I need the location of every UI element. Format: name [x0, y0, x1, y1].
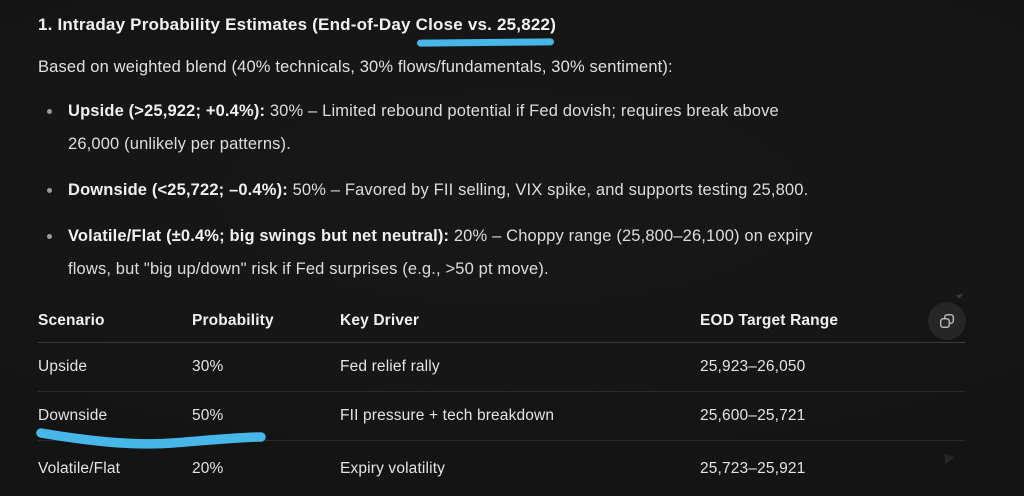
bullet-label: Upside (>25,922; +0.4%): [68, 102, 266, 120]
column-header-probability: Probability [192, 312, 274, 329]
cell-eod-range: 25,723–25,921 [700, 459, 806, 477]
cell-key-driver: FII pressure + tech breakdown [340, 407, 555, 424]
bullet-label: Volatile/Flat (±0.4%; big swings but net… [68, 227, 450, 245]
corner-triangle-artifact [955, 290, 964, 299]
bullet-dot-icon [47, 188, 52, 193]
copy-table-button[interactable] [928, 302, 966, 340]
column-header-eod-target-range: EOD Target Range [700, 312, 839, 329]
bullet-dot-icon [47, 234, 52, 239]
table-row-downside: Downside 50% FII pressure + tech breakdo… [36, 392, 965, 449]
column-header-key-driver: Key Driver [340, 312, 420, 329]
table-header-row: Scenario Probability Key Driver EOD Targ… [38, 300, 965, 343]
bullet-text: 30% – Limited rebound potential if Fed d… [269, 102, 779, 120]
table-row-upside: Upside 30% Fed relief rally 25,923–26,05… [38, 343, 965, 392]
page-title-prefix: 1. Intraday Probability Estimates (End-o… [38, 15, 416, 34]
cell-probability: 20% [192, 459, 224, 477]
page-title-underlined-text: Close vs. 25,822) [416, 13, 556, 47]
column-header-scenario: Scenario [38, 312, 105, 329]
cell-key-driver: Fed relief rally [340, 358, 440, 375]
table-row-volatile-flat: Volatile/Flat 20% Expiry volatility 25,7… [38, 441, 965, 496]
bullet-list: Upside (>25,922; +0.4%): 30% – Limited r… [38, 95, 965, 286]
bullet-item-upside: Upside (>25,922; +0.4%): 30% – Limited r… [38, 95, 965, 161]
copy-icon [939, 313, 955, 329]
blue-marker-underline [416, 38, 555, 47]
cell-eod-range: 25,600–25,721 [700, 407, 806, 424]
cell-probability: 50% [192, 407, 224, 424]
bullet-item-downside: Downside (<25,722; –0.4%): 50% – Favored… [38, 174, 965, 207]
scenario-table: Scenario Probability Key Driver EOD Targ… [36, 290, 966, 496]
bullet-text-wrap: flows, but "big up/down" risk if Fed sur… [68, 260, 549, 278]
cell-scenario: Downside [38, 407, 108, 424]
cell-probability: 30% [192, 358, 224, 375]
bullet-label: Downside (<25,722; –0.4%): [68, 181, 288, 199]
page-title: 1. Intraday Probability Estimates (End-o… [38, 0, 965, 47]
cell-eod-range: 25,923–26,050 [700, 358, 806, 375]
bullet-item-volatile-flat: Volatile/Flat (±0.4%; big swings but net… [38, 220, 965, 286]
cell-scenario: Volatile/Flat [38, 459, 121, 477]
bullet-text-wrap: 26,000 (unlikely per patterns). [68, 135, 291, 153]
cell-key-driver: Expiry volatility [340, 459, 446, 477]
bullet-dot-icon [47, 109, 52, 114]
bullet-text: 20% – Choppy range (25,800–26,100) on ex… [453, 227, 813, 245]
intro-text: Based on weighted blend (40% technicals,… [38, 58, 673, 76]
cell-scenario: Upside [38, 358, 88, 375]
bullet-text: 50% – Favored by FII selling, VIX spike,… [292, 181, 809, 199]
